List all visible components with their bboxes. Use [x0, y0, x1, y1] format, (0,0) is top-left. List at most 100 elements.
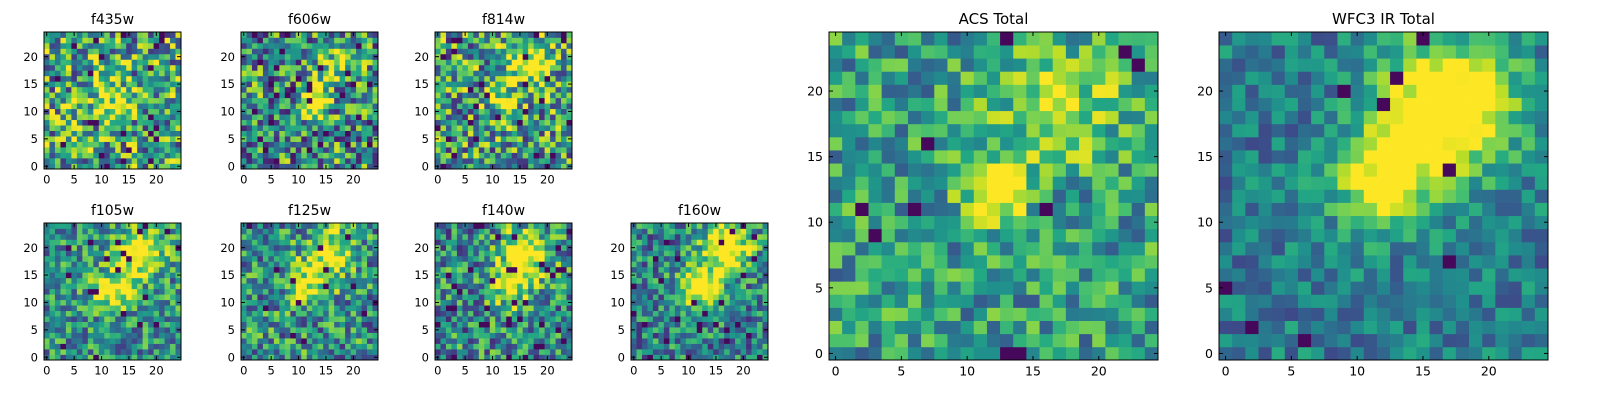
- heatmap-cell: [445, 299, 452, 306]
- heatmap-cell: [473, 114, 480, 121]
- heatmap-cell: [290, 349, 297, 355]
- heatmap-cell: [148, 119, 154, 126]
- heatmap-cell: [312, 332, 319, 339]
- heatmap-cell: [757, 261, 763, 268]
- heatmap-cell: [345, 239, 351, 246]
- heatmap-cell: [251, 250, 258, 257]
- heatmap-cell: [93, 332, 100, 339]
- heatmap-cell: [740, 299, 747, 306]
- heatmap-cell: [517, 255, 524, 262]
- heatmap-cell: [350, 239, 357, 246]
- heatmap-cell: [685, 283, 692, 290]
- heatmap-cell: [345, 81, 351, 88]
- heatmap-cell: [456, 147, 463, 153]
- heatmap-cell: [1131, 241, 1146, 256]
- heatmap-cell: [702, 310, 709, 317]
- heatmap-cell: [126, 136, 133, 142]
- heatmap-cell: [702, 266, 709, 273]
- heatmap-cell: [142, 332, 149, 339]
- heatmap-cell: [279, 255, 286, 262]
- heatmap-cell: [345, 86, 351, 93]
- heatmap-cell: [126, 37, 133, 44]
- heatmap-cell: [93, 266, 100, 273]
- heatmap-cell: [301, 48, 308, 55]
- heatmap-cell: [456, 294, 463, 301]
- heatmap-cell: [295, 75, 302, 82]
- heatmap-cell: [246, 119, 253, 126]
- heatmap-cell: [528, 305, 534, 312]
- heatmap-cell: [934, 294, 948, 308]
- heatmap-cell: [702, 244, 709, 251]
- heatmap-cell: [65, 92, 72, 99]
- heatmap-cell: [257, 108, 264, 115]
- heatmap-cell: [372, 147, 379, 153]
- heatmap-cell: [306, 97, 313, 104]
- heatmap-cell: [137, 64, 143, 71]
- heatmap-cell: [445, 152, 452, 159]
- heatmap-cell: [500, 59, 507, 66]
- heatmap-cell: [451, 288, 458, 295]
- heatmap-cell: [566, 239, 573, 246]
- heatmap-cell: [175, 343, 182, 350]
- heatmap-cell: [301, 332, 308, 339]
- heatmap-cell: [71, 97, 78, 104]
- heatmap-cell: [757, 310, 763, 317]
- heatmap-cell: [440, 250, 447, 257]
- heatmap-cell: [544, 147, 551, 153]
- heatmap-cell: [372, 233, 379, 240]
- heatmap-cell: [566, 141, 573, 148]
- heatmap-cell: [273, 233, 280, 240]
- heatmap-cell: [544, 103, 551, 110]
- heatmap-cell: [49, 316, 56, 322]
- heatmap-cell: [669, 266, 676, 273]
- heatmap-cell: [544, 114, 551, 121]
- heatmap-cell: [159, 239, 165, 246]
- heatmap-cell: [707, 255, 714, 262]
- heatmap-cell: [49, 327, 56, 333]
- heatmap-cell: [1079, 189, 1093, 203]
- heatmap-cell: [284, 338, 291, 344]
- heatmap-cell: [500, 32, 507, 38]
- heatmap-cell: [550, 332, 556, 339]
- heatmap-cell: [680, 321, 687, 328]
- heatmap-cell: [104, 119, 111, 126]
- heatmap-cell: [246, 327, 253, 333]
- heatmap-cell: [658, 250, 665, 257]
- heatmap-cell: [137, 228, 143, 235]
- heatmap-cell: [251, 244, 258, 251]
- heatmap-cell: [506, 338, 513, 344]
- heatmap-cell: [372, 92, 379, 99]
- heatmap-cell: [550, 152, 556, 159]
- heatmap-cell: [137, 244, 143, 251]
- heatmap-cell: [328, 108, 335, 115]
- heatmap-cell: [680, 255, 687, 262]
- heatmap-cell: [489, 316, 496, 322]
- heatmap-cell: [713, 288, 720, 295]
- heatmap-cell: [262, 266, 269, 273]
- heatmap-cell: [445, 294, 452, 301]
- heatmap-cell: [522, 119, 529, 126]
- heatmap-cell: [1052, 202, 1067, 217]
- heatmap-cell: [735, 343, 741, 350]
- heatmap-cell: [137, 163, 143, 170]
- heatmap-cell: [306, 64, 313, 71]
- heatmap-cell: [120, 136, 127, 142]
- heatmap-cell: [473, 244, 480, 251]
- heatmap-cell: [268, 250, 275, 257]
- heatmap-cell: [561, 108, 567, 115]
- heatmap-cell: [356, 343, 362, 350]
- heatmap-cell: [126, 158, 133, 164]
- heatmap-cell: [829, 176, 843, 190]
- heatmap-cell: [279, 86, 286, 93]
- heatmap-cell: [707, 316, 714, 322]
- heatmap-cell: [142, 37, 149, 44]
- heatmap-cell: [522, 233, 529, 240]
- heatmap-cell: [960, 163, 975, 177]
- heatmap-cell: [60, 75, 67, 82]
- heatmap-cell: [478, 114, 485, 121]
- heatmap-cell: [98, 244, 105, 251]
- heatmap-cell: [517, 343, 524, 350]
- heatmap-cell: [533, 294, 540, 301]
- heatmap-cell: [115, 75, 122, 82]
- heatmap-cell: [674, 305, 681, 312]
